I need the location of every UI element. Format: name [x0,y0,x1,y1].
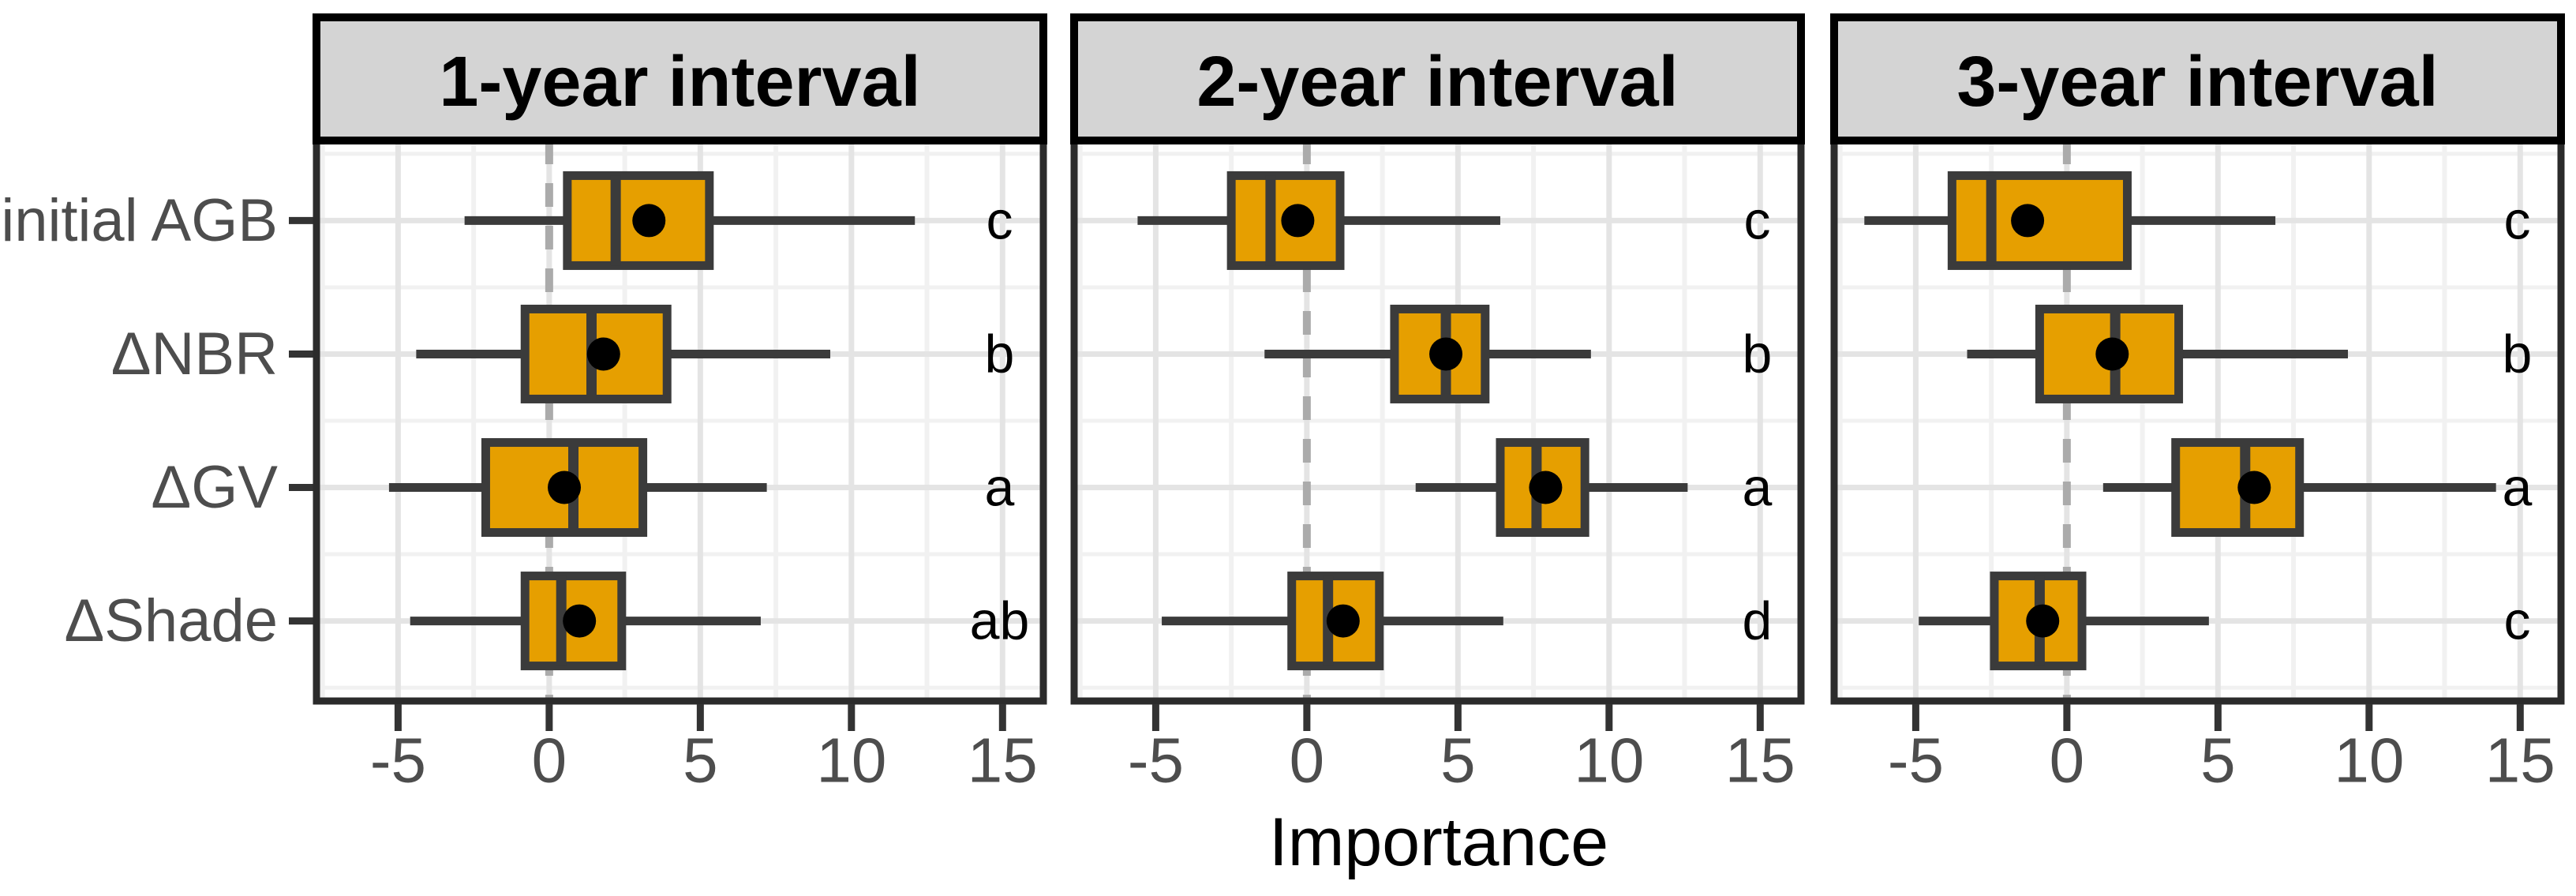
iqr-box [1496,438,1589,538]
mean-point [548,470,582,504]
x-tick-label: 10 [1574,725,1644,796]
significance-letter: b [985,324,1015,384]
boxplot-nbr [1967,304,2349,403]
x-tick-label: 0 [1290,725,1325,796]
facet-strip: 2-year interval [1070,13,1805,144]
y-axis-category-label: initial AGB [1,187,278,254]
y-axis-category-label: ΔShade [64,587,278,654]
facet-panel-3: c b a c -5 0 5 10 15 3-year interval [1830,13,2565,796]
mean-point [563,604,597,638]
boxplot-shade [1162,572,1503,671]
boxplot-initialagb [464,171,915,270]
facet-strip-title: 3-year interval [1956,43,2438,122]
y-axis-category-label: ΔNBR [111,321,278,388]
facet-strip-box [313,13,1047,144]
y-axis-category-label: ΔGV [151,454,278,521]
facet-strip-box [1070,13,1805,144]
boxplot-gv [388,438,767,538]
significance-letter: a [2503,458,2533,518]
x-tick-label: 10 [816,725,886,796]
facet-strip-box [1830,13,2565,144]
x-tick-label: -5 [370,725,426,796]
significance-letter: a [1743,458,1773,518]
boxplot-nbr [1264,304,1591,403]
x-tick-label: 15 [2485,725,2555,796]
x-axis-title: Importance [1269,804,1608,880]
facet-panel-1: c b a ab -5 0 5 10 15 1-year interval [313,13,1047,796]
significance-letter: ab [970,591,1030,651]
mean-point [2095,337,2129,371]
facet-strip: 3-year interval [1830,13,2565,144]
x-tick-label: 5 [2200,725,2236,796]
boxplot-gv [1415,438,1688,538]
mean-point [2026,604,2060,638]
significance-letter: a [985,458,1015,518]
mean-point [2237,470,2271,504]
significance-letter: b [1743,324,1773,384]
x-tick-label: 5 [683,725,718,796]
x-tick-label: 5 [1440,725,1476,796]
significance-letter: c [986,190,1013,250]
y-axis: initial AGB ΔNBR ΔGV ΔShade [1,187,316,654]
facet-strip: 1-year interval [313,13,1047,144]
mean-point [2011,204,2045,238]
mean-point [1326,604,1360,638]
x-tick-label: 15 [1725,725,1795,796]
mean-point [632,204,666,238]
significance-letter: c [2503,190,2530,250]
mean-point [1429,337,1463,371]
iqr-box [1226,171,1345,270]
boxplot-shade [410,572,761,671]
significance-letter: c [2503,591,2530,651]
boxplot-initialagb [1137,171,1500,270]
significance-letter: b [2503,324,2533,384]
boxplot-nbr [416,304,831,403]
facet-strip-title: 1-year interval [439,43,920,122]
facet-strip-title: 2-year interval [1196,43,1678,122]
boxplot-initialagb [1864,171,2276,270]
iqr-box [2171,438,2305,538]
iqr-box [1287,572,1384,671]
mean-point [586,337,620,371]
iqr-box [1390,304,1490,403]
boxplot-shade [1919,572,2209,671]
x-tick-label: 0 [532,725,567,796]
x-tick-label: 15 [968,725,1038,796]
mean-point [1281,204,1315,238]
x-tick-label: -5 [1888,725,1944,796]
x-tick-label: -5 [1128,725,1184,796]
significance-letter: d [1743,591,1773,651]
x-tick-label: 0 [2050,725,2085,796]
mean-point [1529,470,1563,504]
significance-letter: c [1743,190,1770,250]
x-tick-label: 10 [2334,725,2404,796]
boxplot-gv [2102,438,2496,538]
facet-panel-2: c b a d -5 0 5 10 15 2-year interval [1070,13,1805,796]
